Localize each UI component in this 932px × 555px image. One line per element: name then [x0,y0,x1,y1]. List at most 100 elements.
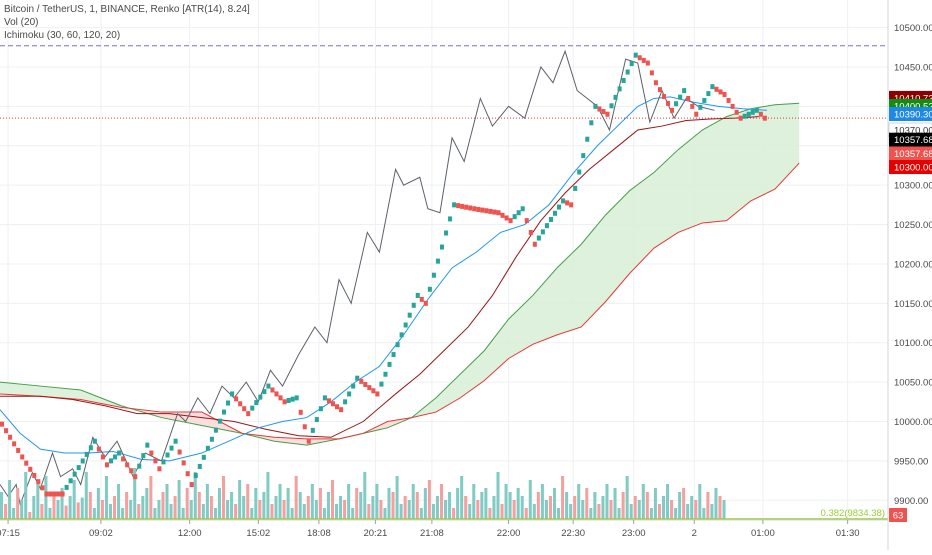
volume-bar [621,492,625,520]
renko-brick-down [597,106,602,112]
volume-bar [355,488,359,520]
renko-brick-down [363,381,368,387]
renko-brick-up [318,406,323,412]
renko-brick-up [399,332,404,338]
volume-bar [60,488,64,520]
price-label-text: 10400.52 [894,101,932,112]
x-tick-label: 22:00 [497,528,521,539]
renko-brick-up [585,136,590,142]
renko-brick-up [609,103,614,109]
volume-bar [633,496,637,520]
volume-bar [435,496,439,520]
renko-brick-up [80,458,85,464]
volume-bar [56,500,60,520]
renko-brick-up [577,169,582,175]
renko-brick-down [637,55,642,61]
price-label-text: 10357.68 [894,135,932,146]
renko-brick-down [722,92,727,98]
volume-bar [427,480,431,520]
cloud-bearish [133,408,243,434]
volume-bar [488,508,492,520]
volume-bar [330,480,335,520]
renko-brick-up [137,463,142,469]
y-tick-label: 10250.00 [894,220,932,231]
renko-brick-down [12,441,17,447]
price-label-box [889,146,932,161]
volume-bar [306,496,310,520]
fib-label: 0.382(9834.38) [821,508,885,519]
volume-bar [8,480,12,520]
renko-brick-up [512,214,517,220]
volume-bar [500,504,504,520]
renko-brick-down [730,103,735,109]
volume-bar [262,492,266,520]
renko-brick-down [472,206,477,212]
renko-brick-up [169,445,174,451]
x-tick-label: 15:02 [246,528,270,539]
renko-bricks [0,52,767,497]
time-axis[interactable]: 07:15 09:02 12:00 15:02 18:08 20:21 21:08 22:00… [0,519,888,539]
volume-bar [508,492,512,520]
x-tick-label: 22:30 [561,528,585,539]
volume-bar [298,492,302,520]
renko-brick-down [726,97,731,103]
volume-bar [16,488,20,520]
volume-bar [379,500,383,520]
volume-bar [145,488,149,520]
renko-brick-up [536,235,541,241]
volume-bar [448,492,452,520]
volume-bar [589,508,593,520]
cloud-bearish [367,417,412,433]
legend-symbol[interactable]: Bitcoin / TetherUS, 1, BINANCE, Renko [A… [4,4,250,15]
volume-bar [609,500,613,520]
volume-bar [129,500,133,520]
price-axis[interactable]: 10500.0010450.0010400.0010350.0010300.00… [887,0,932,550]
renko-brick-up [698,104,703,110]
volume-bar [149,476,153,520]
volume-bar [266,472,270,520]
renko-brick-down [44,491,49,497]
renko-brick-up [266,383,271,389]
renko-brick-down [60,491,65,497]
volume-bar [322,508,326,520]
volume-bar [314,500,318,520]
renko-brick-up [557,204,562,210]
renko-brick-down [508,218,513,224]
renko-brick-up [92,438,97,444]
volume-bar [294,476,298,520]
renko-brick-down [185,471,190,477]
volume-bar [197,492,201,520]
volume-bar [335,504,339,520]
volume-bar [4,504,8,520]
volume-bar [282,500,286,520]
volume-bar [444,500,448,520]
volume-bar [80,497,84,520]
volume-bar [250,508,254,520]
renko-brick-down [0,421,5,427]
renko-brick-down [335,404,340,410]
x-tick-label: 20:21 [363,528,387,539]
x-tick-label: 12:00 [178,528,202,539]
renko-brick-down [690,103,695,109]
legend-ichimoku[interactable]: Ichimoku (30, 60, 120, 20) [4,30,121,41]
volume-bar [290,508,294,520]
renko-brick-down [532,241,537,247]
volume-bar [387,488,391,520]
volume-bar [189,500,193,520]
renko-brick-up [435,258,440,264]
renko-brick-down [367,385,372,391]
renko-brick-up [750,109,755,115]
volume-bar [68,496,72,520]
legend-volume[interactable]: Vol (20) [4,17,39,28]
volume-bar [302,504,306,520]
renko-brick-down [246,411,251,417]
renko-brick-up [448,216,453,222]
volume-bar [601,496,605,520]
volume-bar [226,500,230,520]
renko-brick-up [113,454,118,460]
renko-brick-down [270,387,275,393]
volume-bar [169,504,173,520]
volume-bar [399,504,403,520]
